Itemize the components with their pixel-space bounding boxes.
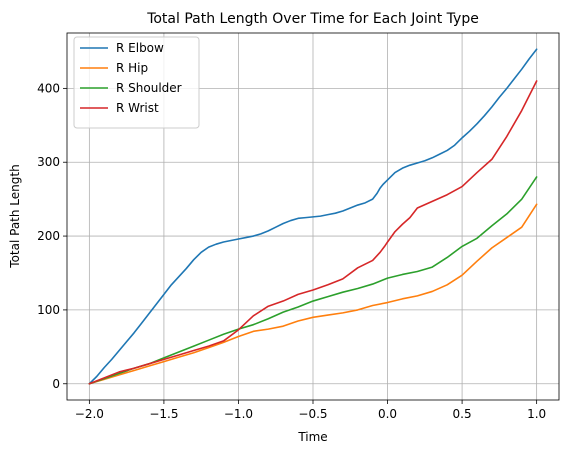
y-tick-label: 400 [37, 81, 60, 95]
y-tick-label: 200 [37, 229, 60, 243]
legend-label-r-shoulder: R Shoulder [116, 81, 182, 95]
x-tick-label: 0.0 [378, 407, 397, 421]
x-tick-label: −1.0 [224, 407, 253, 421]
x-axis-ticks: −2.0 −1.5 −1.0 −0.5 0.0 0.5 1.0 [75, 400, 546, 421]
series-line-r-elbow [88, 48, 538, 385]
legend-label-r-elbow: R Elbow [116, 41, 164, 55]
x-axis-label: Time [297, 430, 327, 444]
legend-box [73, 36, 200, 129]
series-line-r-wrist [88, 80, 538, 385]
series-lines [88, 48, 538, 385]
x-tick-label: 1.0 [527, 407, 546, 421]
legend-label-r-hip: R Hip [116, 61, 148, 75]
y-tick-label: 100 [37, 303, 60, 317]
x-tick-label: −1.5 [149, 407, 178, 421]
legend-label-r-wrist: R Wrist [116, 101, 159, 115]
x-tick-label: 0.5 [453, 407, 472, 421]
y-axis-ticks: 0 100 200 300 400 [37, 81, 67, 391]
y-axis-label: Total Path Length [8, 164, 22, 268]
legend: R Elbow R Hip R Shoulder R Wrist [73, 36, 200, 129]
series-line-r-shoulder [88, 176, 538, 385]
chart-title: Total Path Length Over Time for Each Joi… [146, 11, 479, 27]
y-tick-label: 0 [52, 377, 60, 391]
y-tick-label: 300 [37, 155, 60, 169]
series-line-r-hip [88, 203, 538, 385]
x-tick-label: −0.5 [298, 407, 327, 421]
x-tick-label: −2.0 [75, 407, 104, 421]
